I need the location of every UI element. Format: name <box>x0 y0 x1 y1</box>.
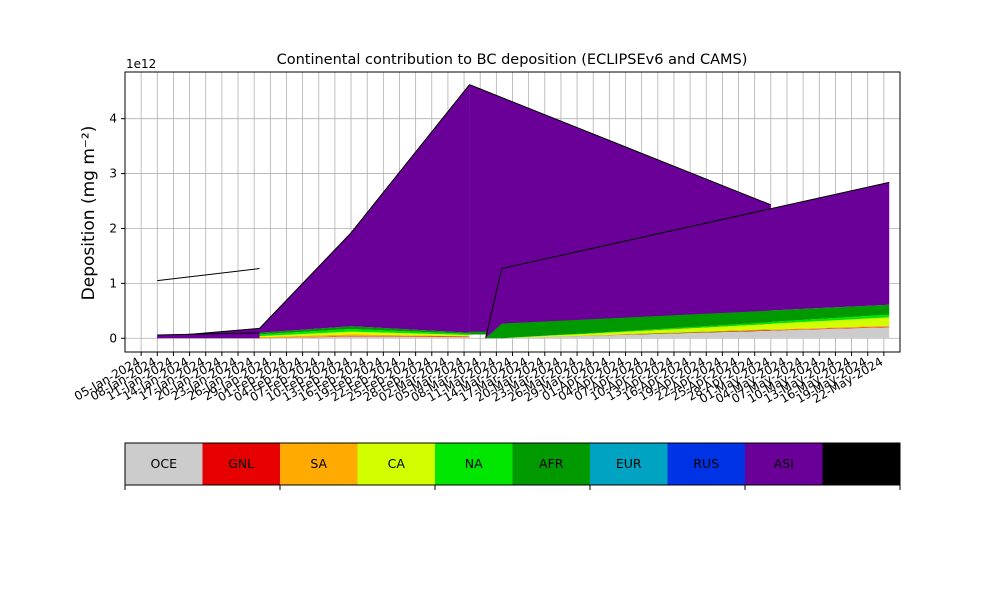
area-outline <box>157 332 260 336</box>
y-tick-label: 0 <box>109 331 117 345</box>
y-tick-label: 1 <box>109 276 117 290</box>
area-outline <box>157 84 470 338</box>
colorbar-label: OCE <box>151 456 178 471</box>
colorbar-label: CA <box>388 456 406 471</box>
area-band-ASI <box>157 332 260 339</box>
area-band-ASI <box>157 84 470 339</box>
colorbar-label: AUS <box>848 456 874 471</box>
colorbar-label: NA <box>465 456 483 471</box>
area-outline <box>469 84 772 206</box>
y-tick-label: 4 <box>109 112 117 126</box>
area-band-SA <box>157 334 470 339</box>
area-outline <box>485 181 890 339</box>
colorbar-label: AFR <box>539 456 564 471</box>
area-band-CA <box>485 317 890 339</box>
area-band-GNL <box>157 336 470 339</box>
chart-title: Continental contribution to BC depositio… <box>277 52 748 68</box>
colorbar-swatch <box>202 443 280 485</box>
colorbar-swatch <box>435 443 513 485</box>
y-axis-label: Deposition (mg m⁻²) <box>79 126 99 301</box>
colorbar-label: EUR <box>616 456 642 471</box>
colorbar-label: ASI <box>774 456 794 471</box>
colorbar-swatch <box>512 443 590 485</box>
colorbar-swatch <box>822 443 900 485</box>
colorbar-frame <box>124 442 901 486</box>
area-series <box>157 84 890 339</box>
colorbar-label: GNL <box>228 456 254 471</box>
area-band-ASI <box>485 182 890 339</box>
axes: 0123405-Jan-202408-Jan-202411-Jan-202414… <box>72 71 901 406</box>
colorbar-swatch <box>590 443 668 485</box>
colorbar-label: RUS <box>693 456 719 471</box>
colorbar-swatch <box>745 443 823 485</box>
y-tick-label: 3 <box>109 167 117 181</box>
area-outline <box>157 268 260 282</box>
colorbar-label: SA <box>310 456 327 471</box>
colorbar-legend: OCE GNL SA CA NA AFR EUR RUS ASI AUS <box>124 442 901 490</box>
area-band-OCE <box>157 336 470 339</box>
colorbar-swatch <box>125 443 203 485</box>
colorbar-swatch <box>667 443 745 485</box>
colorbar-swatch <box>357 443 435 485</box>
y-tick-label: 2 <box>109 221 117 235</box>
area-band-OCE <box>485 327 890 339</box>
area-band-AFR <box>485 304 890 339</box>
y-offset-label: 1e12 <box>126 57 156 71</box>
colorbar-swatch <box>280 443 358 485</box>
